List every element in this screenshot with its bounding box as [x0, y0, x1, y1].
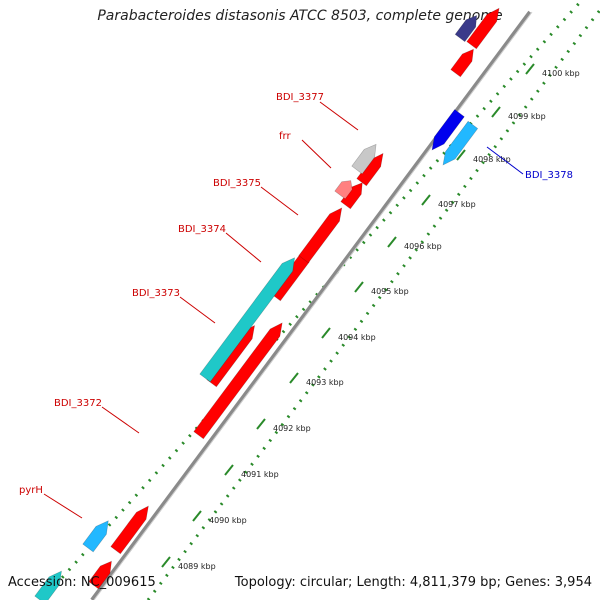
- ruler-tick-label: 4091 kbp: [241, 470, 279, 479]
- ruler-tick-label: 4095 kbp: [371, 287, 409, 296]
- ruler-tick-mark: [192, 510, 202, 522]
- gene-arrow-blue[interactable]: [431, 109, 465, 151]
- gene-arrow-reverse[interactable]: [193, 322, 283, 440]
- gene-arrow-top[interactable]: [454, 15, 478, 43]
- ruler-tick-mark: [161, 556, 171, 568]
- gene-arrow-forward[interactable]: [334, 180, 353, 200]
- ruler-tick-label: 4093 kbp: [306, 378, 344, 387]
- gene-arrow-lightblue[interactable]: [442, 120, 479, 166]
- ruler-tick-mark: [224, 464, 234, 476]
- gene-arrow-reverse[interactable]: [450, 48, 474, 78]
- ruler-tick-mark: [491, 106, 501, 118]
- gene-label-leader: [225, 232, 262, 263]
- gene-arrow-forward[interactable]: [199, 257, 295, 383]
- gene-label-leader: [43, 493, 83, 519]
- ruler-tick-mark: [256, 418, 266, 430]
- gene-arrow-reverse[interactable]: [88, 560, 112, 590]
- genome-backbone-edge: [93, 11, 533, 600]
- accession-text: Accession: NC_009615: [8, 575, 156, 590]
- ruler-tick-label: 4099 kbp: [508, 112, 546, 121]
- genome-summary-text: Topology: circular; Length: 4,811,379 bp…: [234, 575, 592, 590]
- gene-arrow-forward[interactable]: [82, 520, 109, 553]
- genome-backbone: [90, 10, 532, 600]
- ruler-tick-mark: [354, 281, 364, 293]
- gene-label-bdi_3372[interactable]: BDI_3372: [54, 398, 102, 409]
- gene-arrow-reverse[interactable]: [356, 152, 384, 187]
- ruler-tick-label: 4100 kbp: [542, 69, 580, 78]
- gene-label-bdi_3373[interactable]: BDI_3373: [132, 288, 180, 299]
- gene-arrow-reverse[interactable]: [340, 182, 363, 210]
- gene-arrow-reverse[interactable]: [110, 505, 149, 555]
- ruler-tick-mark: [289, 372, 299, 384]
- ruler-tick-label: 4089 kbp: [178, 562, 216, 571]
- ruler-tick-label: 4097 kbp: [438, 200, 476, 209]
- gene-label-bdi_3377[interactable]: BDI_3377: [276, 92, 324, 103]
- gene-arrow-reverse[interactable]: [466, 7, 500, 50]
- gene-label-frr[interactable]: frr: [279, 131, 291, 142]
- gene-label-bdi_3374[interactable]: BDI_3374: [178, 224, 226, 235]
- outer-ruler-line: [40, 0, 585, 600]
- ruler-tick-mark: [321, 327, 331, 339]
- gene-label-leader: [319, 101, 359, 131]
- gene-label-leader: [101, 406, 140, 434]
- gene-arrow-reverse[interactable]: [298, 207, 343, 264]
- gene-label-pyrh[interactable]: pyrH: [19, 485, 43, 496]
- ruler-tick-label: 4096 kbp: [404, 242, 442, 251]
- gene-label-bdi_3378[interactable]: BDI_3378: [525, 170, 573, 181]
- inner-ruler-line: [146, 9, 600, 600]
- ruler-tick-label: 4098 kbp: [473, 155, 511, 164]
- ruler-ticks: 4089 kbp 4090 kbp 4091 kbp 4092 kbp 4093 kbp…: [161, 63, 580, 571]
- ruler-tick-mark: [421, 194, 431, 206]
- gene-features: [34, 7, 500, 600]
- ruler-tick-label: 4094 kbp: [338, 333, 376, 342]
- ruler-tick-mark: [525, 63, 535, 75]
- gene-arrow-forward[interactable]: [34, 570, 62, 600]
- gene-label-bdi_3375[interactable]: BDI_3375: [213, 178, 261, 189]
- ruler-tick-mark: [387, 236, 397, 248]
- ruler-tick-mark: [456, 149, 466, 161]
- gene-label-leader: [301, 139, 332, 169]
- gene-label-leader: [486, 146, 524, 175]
- ruler-tick-label: 4090 kbp: [209, 516, 247, 525]
- gene-label-leader: [260, 186, 299, 216]
- map-title: Parabacteroides distasonis ATCC 8503, co…: [97, 8, 503, 24]
- gene-arrow-forward[interactable]: [351, 143, 377, 175]
- ruler-tick-label: 4092 kbp: [273, 424, 311, 433]
- gene-label-leader: [179, 296, 216, 324]
